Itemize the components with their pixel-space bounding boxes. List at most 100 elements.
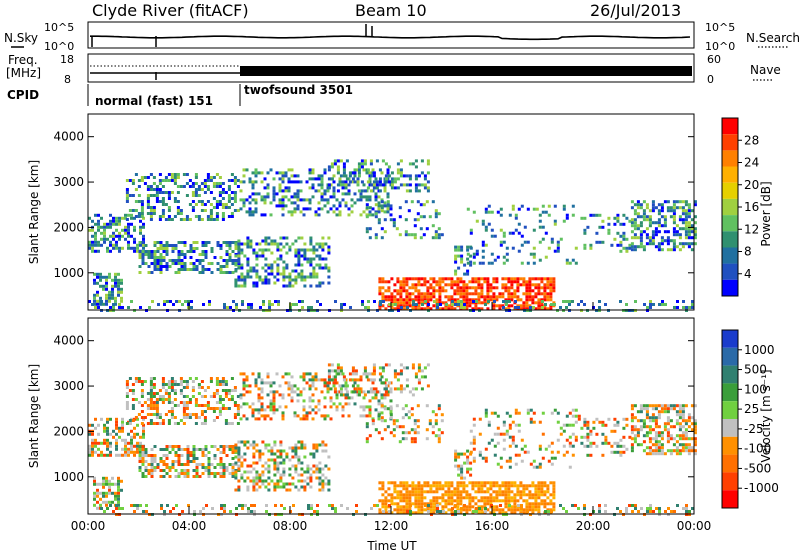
data-cell	[634, 227, 637, 230]
data-cell	[258, 276, 261, 279]
data-cell	[640, 419, 643, 422]
data-cell	[118, 217, 121, 220]
data-cell	[354, 378, 357, 381]
data-cell	[580, 436, 583, 439]
data-cell	[163, 300, 166, 303]
data-cell	[264, 381, 267, 384]
data-cell	[240, 285, 243, 288]
data-cell	[102, 276, 105, 279]
data-cell	[300, 447, 303, 450]
data-cell	[435, 215, 438, 218]
data-cell	[258, 393, 261, 396]
data-cell	[147, 407, 150, 410]
data-cell	[249, 276, 252, 279]
data-cell	[390, 493, 393, 496]
data-cell	[252, 477, 255, 480]
data-cell	[337, 168, 340, 171]
data-cell	[216, 392, 219, 395]
data-cell	[196, 259, 199, 262]
data-cell	[232, 469, 235, 472]
data-cell	[625, 238, 628, 241]
data-cell	[183, 395, 186, 398]
data-cell	[488, 421, 491, 424]
data-cell	[252, 213, 255, 216]
data-cell	[331, 504, 334, 507]
data-cell	[560, 238, 563, 241]
data-cell	[258, 192, 261, 195]
data-cell	[118, 238, 121, 241]
data-cell	[121, 421, 124, 424]
data-cell	[420, 508, 423, 511]
data-cell	[294, 450, 297, 453]
data-cell	[427, 189, 430, 192]
data-cell	[534, 490, 537, 493]
data-cell	[115, 421, 118, 424]
data-cell	[557, 250, 560, 253]
data-cell	[494, 445, 497, 448]
data-cell	[518, 412, 521, 415]
data-cell	[177, 173, 180, 176]
data-cell	[165, 179, 168, 182]
data-cell	[487, 300, 490, 303]
data-cell	[473, 448, 476, 451]
data-cell	[324, 384, 327, 387]
data-cell	[222, 212, 225, 215]
data-cell	[276, 249, 279, 252]
data-cell	[420, 227, 423, 230]
data-cell	[241, 504, 244, 507]
data-cell	[229, 306, 232, 309]
data-cell	[501, 508, 504, 511]
data-cell	[436, 306, 439, 309]
data-cell	[220, 247, 223, 250]
data-cell	[312, 471, 315, 474]
data-cell	[223, 507, 226, 510]
data-cell	[396, 508, 399, 511]
data-cell	[111, 279, 114, 282]
data-cell	[282, 174, 285, 177]
data-cell	[321, 180, 324, 183]
data-cell	[232, 445, 235, 448]
data-cell	[375, 215, 378, 218]
data-cell	[331, 162, 334, 165]
data-cell	[473, 442, 476, 445]
data-cell	[512, 208, 515, 211]
data-cell	[232, 475, 235, 478]
data-cell	[509, 445, 512, 448]
data-cell	[524, 241, 527, 244]
data-cell	[250, 303, 253, 306]
data-cell	[103, 226, 106, 229]
data-cell	[189, 413, 192, 416]
data-cell	[312, 249, 315, 252]
data-cell	[208, 460, 211, 463]
data-cell	[491, 439, 494, 442]
data-cell	[408, 496, 411, 499]
data-cell	[270, 405, 273, 408]
data-cell	[267, 183, 270, 186]
data-cell	[160, 247, 163, 250]
data-cell	[517, 504, 520, 507]
data-cell	[358, 189, 361, 192]
data-cell	[513, 508, 516, 511]
data-cell	[285, 174, 288, 177]
data-cell	[631, 206, 634, 209]
data-cell	[103, 223, 106, 226]
data-cell	[327, 249, 330, 252]
data-cell	[216, 215, 219, 218]
data-cell	[548, 247, 551, 250]
data-cell	[507, 490, 510, 493]
data-cell	[294, 447, 297, 450]
data-cell	[385, 363, 388, 366]
data-cell	[402, 499, 405, 502]
data-cell	[321, 390, 324, 393]
data-cell	[405, 496, 408, 499]
y-tick-label: 2000	[53, 220, 84, 234]
data-cell	[357, 378, 360, 381]
data-cell	[177, 185, 180, 188]
data-cell	[108, 501, 111, 504]
data-cell	[658, 510, 661, 513]
data-cell	[114, 297, 117, 300]
data-cell	[147, 185, 150, 188]
data-cell	[178, 259, 181, 262]
data-cell	[324, 171, 327, 174]
data-cell	[390, 292, 393, 295]
